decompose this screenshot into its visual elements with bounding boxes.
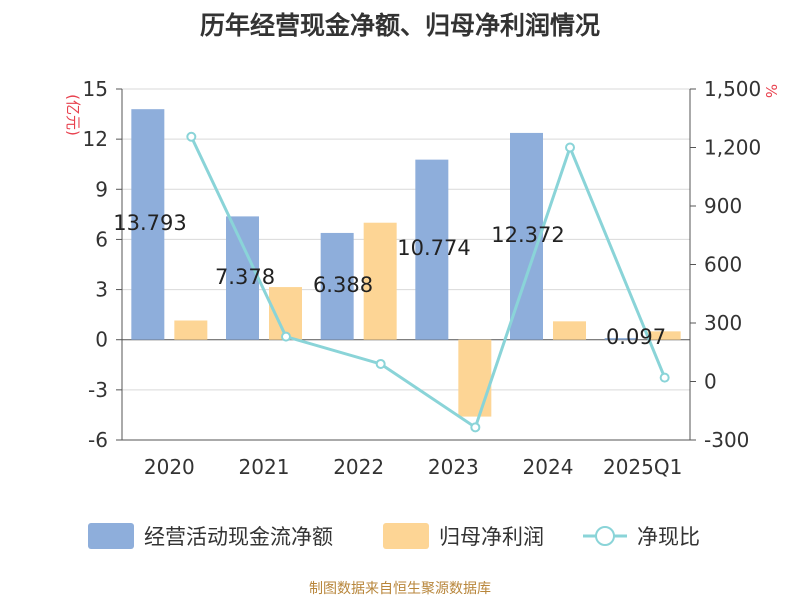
chart-title: 历年经营现金净额、归母净利润情况 <box>199 11 600 40</box>
cashflow-data-label: 0.097 <box>606 325 666 349</box>
y-tick-label: 9 <box>95 177 108 201</box>
ratio-point <box>186 131 197 142</box>
cashflow-data-label: 10.774 <box>397 236 470 260</box>
ratio-point <box>470 422 481 433</box>
legend-swatch-profit <box>383 523 429 549</box>
y-tick-label: 15 <box>83 77 108 101</box>
y-tick-label: -6 <box>88 428 108 452</box>
cashflow-bar <box>131 109 165 340</box>
cashflow-data-label: 12.372 <box>491 223 564 247</box>
profit-bar <box>363 222 397 340</box>
ratio-line-path <box>189 136 667 430</box>
grid-lines <box>122 88 690 441</box>
cashflow-bar <box>415 159 449 340</box>
cashflow-data-label: 7.378 <box>215 265 275 289</box>
legend: 经营活动现金流净额 归母净利润 净现比 <box>88 523 700 549</box>
y-tick-label: 0 <box>95 328 108 352</box>
legend-label-cashflow: 经营活动现金流净额 <box>144 525 333 549</box>
legend-swatch-ratio-marker <box>595 526 615 546</box>
cashflow-bar <box>604 338 638 340</box>
y2-axis-label: % <box>762 84 780 98</box>
legend-label-ratio: 净现比 <box>637 525 700 549</box>
x-tick-label: 2020 <box>144 455 195 479</box>
legend-swatch-cashflow <box>88 523 134 549</box>
ratio-point <box>659 372 670 383</box>
bars <box>131 109 681 417</box>
profit-bar <box>553 321 586 340</box>
profit-bar <box>174 320 208 340</box>
ratio-point <box>565 142 575 153</box>
y-tick-label: 6 <box>95 227 108 251</box>
axes: 15 12 9 6 3 0 -3 -6 1,500 1,200 900 600 300 0 -300 2020… <box>83 77 762 479</box>
cashflow-bar <box>226 216 259 340</box>
profit-bar <box>458 339 492 417</box>
y2-tick-label: 0 <box>704 370 717 394</box>
y-tick-label: -3 <box>88 378 108 402</box>
ratio-line <box>186 131 670 433</box>
profit-bar <box>647 331 681 340</box>
x-tick-label: 2022 <box>333 455 384 479</box>
y2-tick-label: 900 <box>704 194 742 218</box>
y2-tick-label: 1,500 <box>704 77 761 101</box>
cashflow-data-label: 6.388 <box>313 273 373 297</box>
x-tick-label: 2021 <box>239 455 290 479</box>
ratio-point <box>375 358 386 369</box>
x-tick-label: 2023 <box>428 455 479 479</box>
y-axis-label: (亿元) <box>64 94 82 136</box>
data-labels: 13.793 7.378 6.388 10.774 12.372 0.097 <box>113 211 666 349</box>
y2-tick-label: -300 <box>704 428 749 452</box>
y-tick-label: 3 <box>95 278 108 302</box>
cashflow-data-label: 13.793 <box>113 211 186 235</box>
ratio-point <box>281 331 291 342</box>
y2-tick-label: 600 <box>704 253 742 277</box>
source-footer: 制图数据来自恒生聚源数据库 <box>309 581 491 597</box>
cashflow-bar <box>320 232 354 340</box>
x-tick-label: 2025Q1 <box>603 455 682 479</box>
y2-tick-label: 300 <box>704 311 742 335</box>
legend-label-profit: 归母净利润 <box>439 525 544 549</box>
y2-tick-label: 1,200 <box>704 136 761 160</box>
y-tick-label: 12 <box>83 127 108 151</box>
x-tick-label: 2024 <box>523 455 574 479</box>
